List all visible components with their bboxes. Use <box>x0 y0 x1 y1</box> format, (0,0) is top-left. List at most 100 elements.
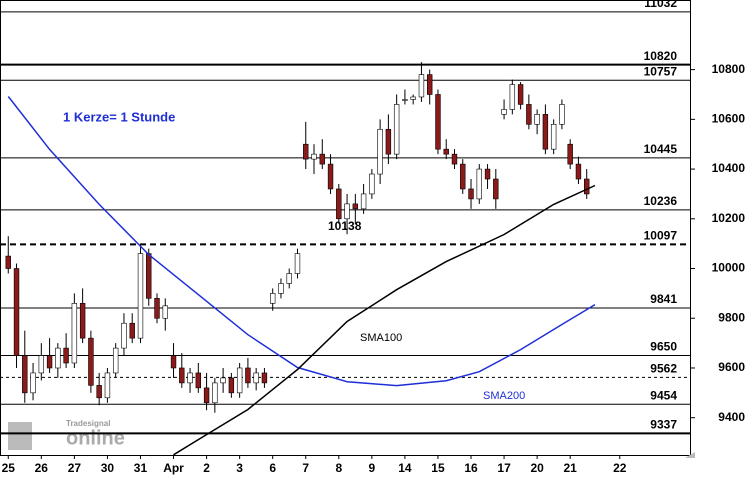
y-tick-label: 9800 <box>718 310 745 324</box>
candle-body <box>460 163 466 190</box>
candle-body <box>327 163 334 190</box>
x-tick-label: 6 <box>269 461 276 475</box>
candle-body <box>484 168 491 180</box>
x-tick-label: 2 <box>203 461 210 475</box>
x-tick-label: 20 <box>530 461 544 475</box>
level-label: 10820 <box>644 49 678 63</box>
level-label: 9454 <box>650 388 677 402</box>
x-tick-label: 27 <box>68 461 82 475</box>
x-tick-label: 8 <box>335 461 342 475</box>
candle-body <box>344 203 350 220</box>
x-tick-label: 22 <box>613 461 627 475</box>
candle-body <box>443 148 449 155</box>
candle-body <box>427 74 433 95</box>
x-tick-label: 9 <box>369 461 376 475</box>
candle-body <box>104 372 111 399</box>
candle-body <box>410 96 416 100</box>
sma100-label: SMA100 <box>360 332 402 344</box>
candle-body <box>360 193 367 210</box>
candle-body <box>88 337 94 386</box>
candle-body <box>393 104 400 155</box>
y-tick-label: 9400 <box>718 410 745 424</box>
candle-body <box>121 322 127 349</box>
candle-body <box>369 173 375 195</box>
candle-body <box>212 382 218 404</box>
candle-body <box>476 168 482 200</box>
y-tick-label: 10000 <box>712 261 746 275</box>
candle-body <box>550 124 557 150</box>
candle-body <box>203 387 210 404</box>
candle-body <box>352 203 359 210</box>
candle-body <box>319 153 325 165</box>
candle-body <box>261 372 268 384</box>
plot-frame <box>0 0 691 456</box>
candle-body <box>584 178 590 195</box>
level-label: 11032 <box>644 0 677 10</box>
candle-body <box>137 253 144 339</box>
candle-body <box>30 372 36 394</box>
candle-body <box>129 322 135 339</box>
level-label: 9841 <box>650 292 677 306</box>
low-annotation: 10138 <box>328 219 362 233</box>
candle-body <box>303 143 309 160</box>
corner-mark <box>685 452 695 458</box>
sma200-label: SMA200 <box>483 390 525 402</box>
candle-body <box>162 305 168 319</box>
level-label: 9337 <box>650 418 677 432</box>
logo-mark <box>8 422 32 450</box>
candle-body <box>567 143 573 165</box>
candle-body <box>245 367 251 384</box>
candle-body <box>5 255 11 269</box>
candle-body <box>559 104 565 125</box>
y-tick-label: 10600 <box>712 112 746 126</box>
y-tick-label: 10400 <box>712 161 746 175</box>
candle-body <box>46 355 53 369</box>
candle-body <box>311 153 317 160</box>
x-tick-label: 16 <box>464 461 478 475</box>
candle-body <box>154 298 160 319</box>
candle-body <box>542 114 549 150</box>
candle-body <box>402 99 408 101</box>
x-tick-label: 30 <box>101 461 115 475</box>
candle-body <box>220 377 226 384</box>
candle-body <box>418 74 425 98</box>
x-tick-label: 26 <box>35 461 49 475</box>
candle-body <box>575 163 582 180</box>
level-label: 10445 <box>644 142 678 156</box>
level-label: 9562 <box>650 362 677 376</box>
y-tick-label: 10800 <box>712 62 746 76</box>
candle-body <box>493 178 499 200</box>
candle-body <box>501 109 507 115</box>
candle-body <box>294 253 301 274</box>
candle-body <box>336 188 342 220</box>
candle-body <box>451 153 458 165</box>
y-tick-label: 9600 <box>718 360 745 374</box>
candle-body <box>187 372 193 384</box>
x-tick-label: 31 <box>134 461 148 475</box>
candle-body <box>278 283 284 294</box>
candle-body <box>385 128 392 155</box>
candle-body <box>63 347 69 364</box>
candle-body <box>71 303 78 364</box>
candle-body <box>228 377 235 394</box>
x-tick-label: Apr <box>163 461 184 475</box>
candle-body <box>286 273 292 284</box>
candle-body <box>236 367 243 394</box>
sma-line <box>173 184 596 456</box>
x-tick-label: 7 <box>302 461 309 475</box>
candle-body <box>468 188 474 200</box>
candle-body <box>517 84 524 105</box>
level-label: 10757 <box>644 64 678 78</box>
candle-body <box>55 347 61 369</box>
x-tick-label: 25 <box>2 461 16 475</box>
candle-body <box>112 347 119 374</box>
x-tick-label: 17 <box>497 461 511 475</box>
logo-brand: Tradesignal <box>66 419 110 428</box>
candle-body <box>13 268 20 356</box>
y-tick-label: 10200 <box>712 211 746 225</box>
candle-body <box>146 253 152 299</box>
candle-body <box>526 104 532 125</box>
candle-body <box>377 128 383 175</box>
candle-body <box>269 293 276 304</box>
